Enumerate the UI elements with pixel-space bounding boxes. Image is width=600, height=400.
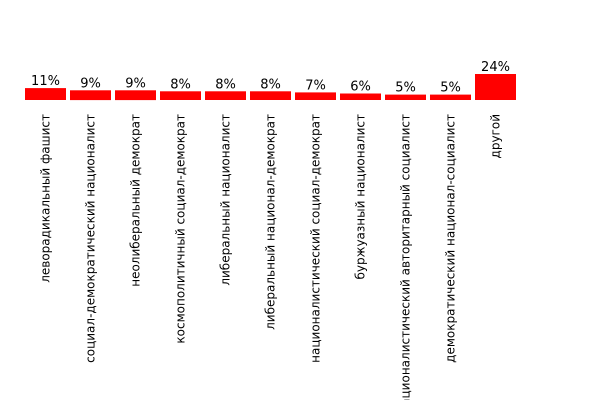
category-label-4: либеральный националист [219, 114, 233, 286]
bar-6 [295, 92, 336, 100]
bar-7 [340, 93, 381, 100]
category-label-6: националистический социал-демократ [309, 114, 323, 363]
bar-2 [115, 90, 156, 101]
bar-9 [430, 94, 471, 100]
value-label-6: 7% [305, 78, 326, 93]
value-label-2: 9% [125, 76, 146, 91]
category-label-7: буржуазный националист [354, 114, 368, 279]
bar-5 [250, 91, 291, 100]
value-label-8: 5% [395, 81, 416, 96]
value-label-10: 24% [481, 60, 510, 75]
bars-group [25, 74, 516, 101]
bar-3 [160, 91, 201, 100]
category-label-3: космополитичный социал-демократ [174, 114, 188, 344]
value-label-3: 8% [170, 77, 191, 92]
value-label-5: 8% [260, 77, 281, 92]
bar-0 [25, 88, 66, 100]
category-label-0: леворадикальный фашист [39, 114, 53, 283]
category-label-10: другой [489, 114, 503, 158]
value-label-0: 11% [31, 74, 60, 89]
value-label-7: 6% [350, 80, 371, 95]
bar-10 [475, 74, 516, 100]
bar-4 [205, 91, 246, 100]
category-label-8: националистический авторитарный социалис… [399, 114, 413, 400]
category-label-2: неолиберальный демократ [129, 114, 143, 287]
value-label-1: 9% [80, 76, 101, 91]
value-label-9: 5% [440, 81, 461, 96]
category-label-1: социал-демократический националист [84, 114, 98, 363]
value-labels-group: 11% 9% 9% 8% 8% 8% 7% 6% 5% 5% 24% [31, 60, 510, 96]
category-labels-group: леворадикальный фашист социал-демократиче… [39, 114, 503, 400]
bar-1 [70, 90, 111, 101]
value-label-4: 8% [215, 77, 236, 92]
category-label-5: либеральный национал-демократ [264, 114, 278, 330]
bar-8 [385, 94, 426, 100]
category-label-9: демократический национал-социалист [444, 114, 458, 363]
